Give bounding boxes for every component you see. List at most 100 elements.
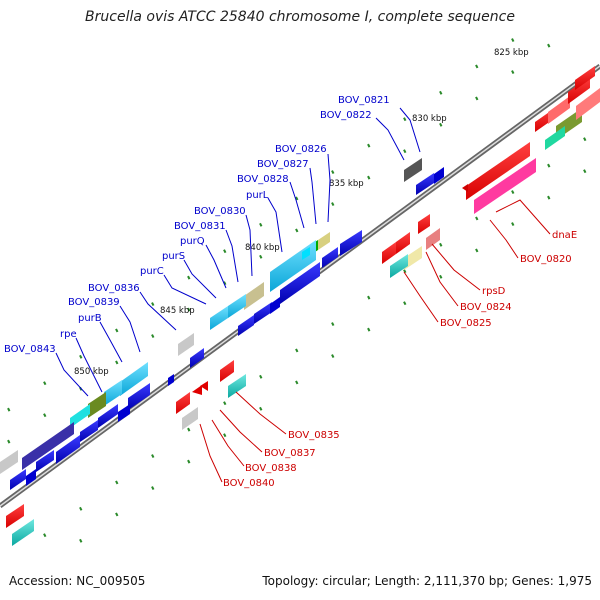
scale-dot bbox=[295, 196, 299, 201]
gene-feature bbox=[228, 294, 246, 318]
scale-dot bbox=[511, 38, 515, 42]
scale-dots bbox=[7, 38, 587, 543]
gene-label: BOV_0828 bbox=[237, 174, 289, 185]
scale-dot bbox=[547, 195, 551, 200]
gene-feature bbox=[120, 362, 148, 396]
gene-label: purS bbox=[162, 251, 185, 262]
genome-summary-text: Topology: circular; Length: 2,111,370 bp… bbox=[262, 574, 592, 588]
gene-feature bbox=[22, 422, 74, 470]
gene-feature bbox=[98, 404, 118, 428]
scale-dot bbox=[547, 43, 551, 48]
scale-dot bbox=[403, 301, 407, 306]
gene-feature bbox=[26, 469, 36, 486]
gene-feature bbox=[104, 380, 122, 406]
gene-feature bbox=[466, 142, 530, 200]
gene-label: BOV_0825 bbox=[440, 318, 492, 329]
gene-feature bbox=[118, 404, 130, 422]
scale-dot bbox=[331, 202, 335, 206]
scale-dot bbox=[475, 96, 479, 101]
gene-feature bbox=[12, 519, 34, 546]
gene-label: purQ bbox=[180, 236, 205, 247]
scale-dot bbox=[7, 407, 11, 412]
gene-label: BOV_0820 bbox=[520, 254, 572, 265]
gene-label: rpe bbox=[60, 329, 77, 340]
scale-dot bbox=[259, 374, 263, 379]
scale-dot bbox=[331, 322, 335, 326]
gene-label: BOV_0839 bbox=[68, 297, 120, 308]
scale-dot bbox=[403, 269, 407, 274]
scale-dot bbox=[223, 433, 227, 438]
scale-dot bbox=[403, 117, 407, 122]
scale-dot bbox=[511, 190, 515, 194]
gene-label: BOV_0836 bbox=[88, 283, 140, 294]
gene-feature bbox=[576, 88, 600, 120]
scale-dot bbox=[295, 380, 299, 385]
scale-dot bbox=[259, 254, 263, 259]
gene-feature bbox=[0, 450, 18, 474]
gene-label: rpsD bbox=[482, 286, 506, 297]
gene-label: BOV_0835 bbox=[288, 430, 340, 441]
scale-dot bbox=[331, 354, 335, 358]
scale-dot bbox=[223, 281, 227, 286]
gene-feature bbox=[178, 333, 194, 356]
scale-dot bbox=[115, 512, 119, 517]
minus-strand-features bbox=[6, 142, 536, 546]
scale-dot bbox=[223, 249, 227, 254]
scale-dot bbox=[79, 354, 83, 359]
gene-feature bbox=[474, 158, 536, 214]
gene-label: BOV_0822 bbox=[320, 110, 372, 121]
gene-label: BOV_0837 bbox=[264, 448, 316, 459]
scale-dot bbox=[367, 327, 371, 332]
gene-feature bbox=[192, 385, 202, 395]
scale-dot bbox=[151, 334, 155, 338]
gene-feature bbox=[200, 381, 208, 391]
scale-dot bbox=[187, 275, 191, 280]
tick-label: 850 kbp bbox=[74, 367, 109, 377]
scale-dot bbox=[151, 486, 155, 490]
scale-dot bbox=[331, 170, 335, 174]
gene-feature bbox=[426, 228, 440, 250]
label-leader-lines bbox=[55, 107, 551, 483]
gene-label: purB bbox=[78, 313, 102, 324]
gene-feature bbox=[128, 383, 150, 410]
tick-label: 825 kbp bbox=[494, 48, 529, 58]
gene-feature bbox=[80, 420, 98, 442]
scale-dot bbox=[547, 163, 551, 168]
scale-dot bbox=[583, 169, 587, 174]
accession-text: Accession: NC_009505 bbox=[9, 574, 146, 588]
gene-feature bbox=[280, 262, 320, 304]
gene-label: BOV_0840 bbox=[223, 478, 275, 489]
scale-dot bbox=[223, 401, 227, 406]
gene-label: purL bbox=[246, 190, 269, 201]
gene-feature bbox=[254, 302, 272, 324]
scale-dot bbox=[187, 459, 191, 464]
scale-dot bbox=[475, 248, 479, 253]
gene-feature bbox=[190, 348, 204, 368]
scale-dot bbox=[43, 533, 47, 538]
gene-label: BOV_0824 bbox=[460, 302, 512, 313]
gene-feature bbox=[10, 469, 26, 490]
gene-label: BOV_0843 bbox=[4, 344, 56, 355]
scale-dot bbox=[187, 427, 191, 432]
scale-ticks: 825 kbp 830 kbp 835 kbp 840 kbp 845 kbp … bbox=[74, 48, 529, 377]
scale-dot bbox=[475, 216, 479, 221]
scale-dot bbox=[115, 480, 119, 485]
gene-feature bbox=[462, 184, 468, 192]
scale-dot bbox=[367, 295, 371, 300]
gene-feature bbox=[545, 126, 565, 150]
scale-dot bbox=[43, 413, 47, 418]
scale-dot bbox=[7, 439, 11, 444]
tick-label: 845 kbp bbox=[160, 306, 195, 316]
gene-label: dnaE bbox=[552, 230, 577, 241]
gene-feature bbox=[404, 246, 422, 270]
gene-feature bbox=[270, 297, 280, 314]
scale-dot bbox=[403, 149, 407, 154]
scale-dot bbox=[439, 90, 443, 95]
plus-strand-features bbox=[0, 66, 600, 490]
gene-feature bbox=[36, 450, 54, 472]
gene-label: BOV_0827 bbox=[257, 159, 309, 170]
scale-dot bbox=[439, 242, 443, 247]
gene-feature bbox=[182, 407, 198, 430]
scale-dot bbox=[367, 175, 371, 180]
